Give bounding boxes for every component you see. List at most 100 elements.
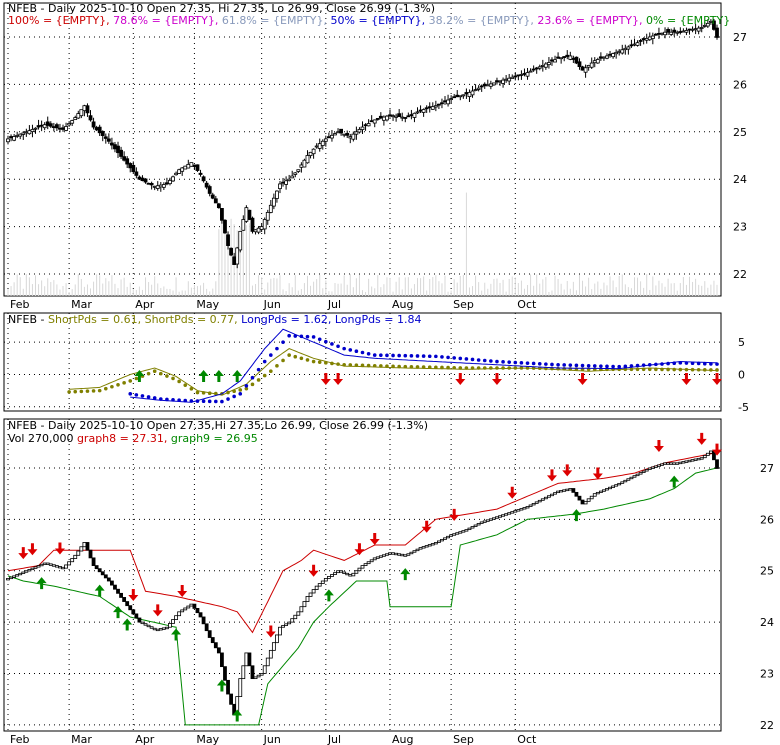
lower-price-bar xyxy=(415,548,420,552)
indicator-series-dot-2 xyxy=(256,367,261,372)
lower-price-bar xyxy=(244,652,249,667)
indicator-series-dot-0 xyxy=(244,386,249,391)
lower-price-bar xyxy=(198,612,203,618)
lower-price-bar xyxy=(385,553,389,556)
lower-price-bar xyxy=(18,572,23,576)
indicator-series-dot-0 xyxy=(85,389,90,393)
lower-price-bar xyxy=(15,574,20,577)
price-candle-body xyxy=(626,46,631,50)
price-candle-body xyxy=(657,32,661,35)
lower-x-tick-Jun: Jun xyxy=(263,733,281,745)
price-candle-body xyxy=(103,136,108,139)
price-candle-body xyxy=(421,109,426,113)
lower-price-bar xyxy=(326,576,331,579)
lower-price-bar xyxy=(366,561,371,565)
price-candle-body xyxy=(409,114,414,116)
lower-price-bar xyxy=(681,461,686,464)
lower-price-bar xyxy=(155,628,160,632)
lower-price-bar xyxy=(501,514,505,517)
price-candle-body xyxy=(418,109,423,112)
lower-price-bar xyxy=(134,613,139,619)
lower-price-bar xyxy=(293,614,298,620)
indicator-series-dot-0 xyxy=(495,366,499,370)
price-candle-body xyxy=(669,31,674,35)
indicator-series-dot-0 xyxy=(177,379,181,384)
lower-y-tick-labels: 22 23 24 25 26 27 xyxy=(760,462,774,732)
price-candle-body xyxy=(238,230,243,251)
indicator-series-dot-2 xyxy=(391,353,395,358)
price-candle-body xyxy=(58,127,62,130)
price-candle-body xyxy=(18,133,23,137)
price-y-tick-27: 27 xyxy=(733,31,747,44)
lower-legend: Vol 270,000 graph8 = 27.31, graph9 = 26.… xyxy=(8,432,258,445)
indicator-series-dot-0 xyxy=(305,358,310,362)
fib-legend-item-3: 50% = {EMPTY}, xyxy=(327,14,425,27)
lower-price-bar xyxy=(388,552,392,555)
lower-price-bar xyxy=(602,489,606,492)
indicator-series-dot-0 xyxy=(116,383,120,387)
lower-y-tick-25: 25 xyxy=(760,565,774,578)
price-candle-body xyxy=(605,55,609,59)
lower-price-bar xyxy=(103,574,108,579)
lower-y-tick-23: 23 xyxy=(760,667,774,680)
price-candle-body xyxy=(70,120,75,124)
lower-price-bar xyxy=(265,657,270,667)
price-y-tick-26: 26 xyxy=(733,78,747,91)
lower-price-bar xyxy=(204,623,209,632)
price-candle-body xyxy=(598,56,603,59)
lower-price-bar xyxy=(504,513,509,516)
indicator-series-dot-2 xyxy=(250,375,255,380)
price-candle-body xyxy=(293,172,298,175)
price-candle-body xyxy=(681,30,686,33)
price-candle-body xyxy=(229,247,233,256)
price-x-tick-Aug: Aug xyxy=(392,298,413,311)
indicator-series-dot-2 xyxy=(440,355,444,359)
price-candle-body xyxy=(155,185,160,189)
lower-price-bar xyxy=(458,531,463,534)
lower-price-bar xyxy=(302,601,307,608)
indicator-series-dot-2 xyxy=(458,356,463,361)
indicator-up-arrow-2 xyxy=(213,370,224,382)
lower-price-bar xyxy=(699,457,704,460)
price-candle-body xyxy=(684,30,689,33)
indicator-series-dot-2 xyxy=(470,357,475,362)
price-candle-body xyxy=(611,53,615,58)
price-candle-body xyxy=(458,95,463,98)
price-x-tick-Apr: Apr xyxy=(135,298,155,311)
lower-price-bar xyxy=(97,568,102,573)
indicator-series-dot-0 xyxy=(73,389,78,394)
price-y-tick-25: 25 xyxy=(733,126,747,139)
lower-price-bar xyxy=(531,503,536,506)
indicator-series-dot-0 xyxy=(287,353,291,357)
price-candle-body xyxy=(427,106,432,109)
price-candle-body xyxy=(369,120,374,123)
price-candle-body xyxy=(660,32,664,35)
indicator-series-dot-0 xyxy=(159,371,163,376)
lower-price-bar xyxy=(461,530,466,533)
price-candle-body xyxy=(296,169,301,172)
price-candle-body xyxy=(330,134,334,139)
price-candle-body xyxy=(638,40,643,42)
price-candle-body xyxy=(91,121,96,128)
lower-price-bar xyxy=(70,558,75,563)
price-candle-body xyxy=(287,178,292,182)
price-candle-body xyxy=(100,131,105,136)
lower-down-arrow-10 xyxy=(421,520,432,533)
indicator-series-dot-2 xyxy=(152,396,157,400)
price-candle-body xyxy=(537,66,542,69)
indicator-series-dot-0 xyxy=(189,387,194,391)
lower-price-bar xyxy=(42,562,47,565)
lower-price-bar xyxy=(571,488,576,493)
lower-price-bar xyxy=(131,609,136,615)
indicator-series-dot-2 xyxy=(354,349,359,354)
price-candle-body xyxy=(311,148,316,155)
price-candle-body xyxy=(647,36,652,41)
indicator-series-dot-2 xyxy=(201,399,206,404)
lower-price-bar xyxy=(241,665,246,680)
lower-y-tick-27: 27 xyxy=(760,462,774,475)
price-candle-body xyxy=(687,28,692,31)
price-candle-body xyxy=(430,106,435,110)
price-candle-body xyxy=(473,89,478,91)
price-candle-body xyxy=(357,129,362,133)
indicator-y-tick-labels: 5 0 -5 xyxy=(738,336,749,414)
